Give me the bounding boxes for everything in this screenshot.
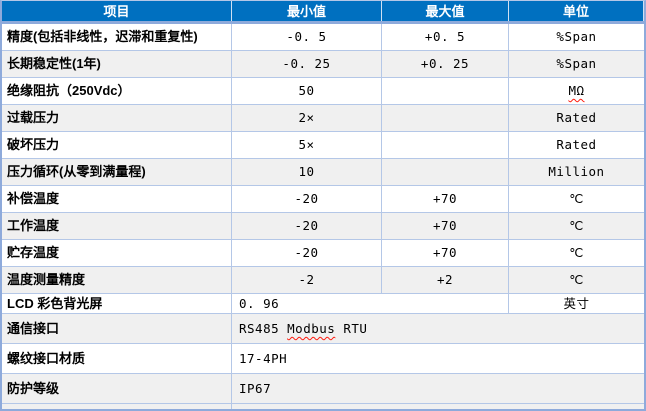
unit-cell: %Span xyxy=(556,29,597,44)
spec-item-cell: 绝缘阻抗（250Vdc） xyxy=(2,78,232,104)
partial-next-row xyxy=(2,404,644,411)
unit-cell: MΩ xyxy=(509,78,644,104)
unit-cell: Rated xyxy=(556,137,597,152)
min-value-cell: -20 xyxy=(232,186,382,212)
spec-item-cell: 破坏压力 xyxy=(2,132,232,158)
merged-value-cell: IP67 xyxy=(239,381,272,396)
header-max: 最大值 xyxy=(382,1,509,21)
merged-value-cell: 0. 96 xyxy=(232,294,509,313)
header-unit: 单位 xyxy=(509,1,644,21)
unit-cell: 英寸 xyxy=(563,296,590,311)
table-row: 压力循环(从零到满量程) 10 Million xyxy=(2,159,644,186)
spec-item-cell: LCD 彩色背光屏 xyxy=(2,294,232,313)
min-value-cell: 5× xyxy=(232,132,382,158)
unit-cell: ℃ xyxy=(569,245,584,260)
table-row: 工作温度 -20 +70 ℃ xyxy=(2,213,644,240)
unit-cell: ℃ xyxy=(569,218,584,233)
table-row: 破坏压力 5× Rated xyxy=(2,132,644,159)
spellcheck-squiggle-text: MΩ xyxy=(568,83,585,98)
table-row: 过载压力 2× Rated xyxy=(2,105,644,132)
max-value-cell: +70 xyxy=(382,240,509,266)
min-value-cell: -20 xyxy=(232,213,382,239)
partial-value-cell xyxy=(232,404,644,409)
spec-item-cell: 补偿温度 xyxy=(2,186,232,212)
spellcheck-squiggle-text: Modbus xyxy=(287,321,336,336)
unit-cell: ℃ xyxy=(569,191,584,206)
min-value-cell: 10 xyxy=(232,159,382,185)
spec-item-cell: 贮存温度 xyxy=(2,240,232,266)
table-row: 绝缘阻抗（250Vdc） 50 MΩ xyxy=(2,78,644,105)
max-value-cell xyxy=(382,105,509,131)
min-value-cell: -0. 5 xyxy=(232,24,382,50)
table-row: 长期稳定性(1年) -0. 25 +0. 25 %Span xyxy=(2,51,644,78)
min-value-cell: -20 xyxy=(232,240,382,266)
min-value-cell: 2× xyxy=(232,105,382,131)
merged-value-cell: 17-4PH xyxy=(239,351,288,366)
table-row: 贮存温度 -20 +70 ℃ xyxy=(2,240,644,267)
max-value-cell: +2 xyxy=(382,267,509,293)
min-value-cell: -0. 25 xyxy=(232,51,382,77)
max-value-cell: +70 xyxy=(382,213,509,239)
min-value-cell: 50 xyxy=(232,78,382,104)
min-value-cell: -2 xyxy=(232,267,382,293)
max-value-cell xyxy=(382,78,509,104)
spec-item-cell: 工作温度 xyxy=(2,213,232,239)
header-item: 项目 xyxy=(2,1,232,21)
table-row: LCD 彩色背光屏 0. 96 英寸 xyxy=(2,294,644,314)
table-row: 精度(包括非线性，迟滞和重复性) -0. 5 +0. 5 %Span xyxy=(2,24,644,51)
unit-cell: ℃ xyxy=(569,272,584,287)
table-row: 通信接口 RS485 Modbus RTU xyxy=(2,314,644,344)
unit-cell: Million xyxy=(548,164,605,179)
table-row: 补偿温度 -20 +70 ℃ xyxy=(2,186,644,213)
spec-item-cell: 温度测量精度 xyxy=(2,267,232,293)
spec-item-cell: 螺纹接口材质 xyxy=(2,344,232,373)
max-value-cell xyxy=(382,159,509,185)
table-header-row: 项目 最小值 最大值 单位 xyxy=(2,1,644,24)
unit-cell: %Span xyxy=(556,56,597,71)
spec-item-cell: 防护等级 xyxy=(2,374,232,403)
table-row: 螺纹接口材质 17-4PH xyxy=(2,344,644,374)
unit-cell: Rated xyxy=(556,110,597,125)
table-row: 防护等级 IP67 xyxy=(2,374,644,404)
max-value-cell: +0. 5 xyxy=(382,24,509,50)
spec-item-cell: 压力循环(从零到满量程) xyxy=(2,159,232,185)
table-row: 温度测量精度 -2 +2 ℃ xyxy=(2,267,644,294)
max-value-cell: +70 xyxy=(382,186,509,212)
max-value-cell xyxy=(382,132,509,158)
merged-value-cell: RS485 Modbus RTU xyxy=(239,321,368,336)
header-min: 最小值 xyxy=(232,1,382,21)
max-value-cell: +0. 25 xyxy=(382,51,509,77)
table-body: 精度(包括非线性，迟滞和重复性) -0. 5 +0. 5 %Span 长期稳定性(1年)… xyxy=(2,24,644,404)
spec-item-cell: 过载压力 xyxy=(2,105,232,131)
spec-item-cell: 长期稳定性(1年) xyxy=(2,51,232,77)
partial-item-cell xyxy=(2,404,232,409)
spec-item-cell: 通信接口 xyxy=(2,314,232,343)
spec-item-cell: 精度(包括非线性，迟滞和重复性) xyxy=(2,24,232,50)
